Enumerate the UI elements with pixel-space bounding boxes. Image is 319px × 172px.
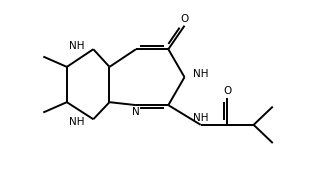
Text: NH: NH (69, 117, 85, 127)
Text: O: O (180, 14, 189, 24)
Text: NH: NH (193, 69, 209, 79)
Text: N: N (132, 107, 140, 117)
Text: NH: NH (193, 113, 208, 123)
Text: O: O (223, 86, 231, 96)
Text: NH: NH (69, 41, 85, 51)
